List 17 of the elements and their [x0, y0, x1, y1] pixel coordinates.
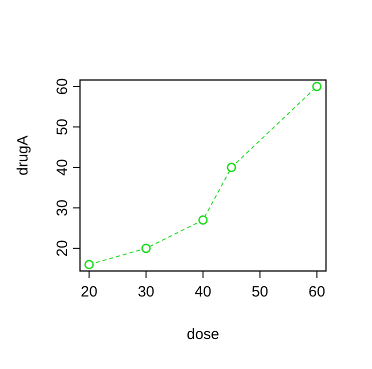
x-tick-label: 60 [308, 284, 326, 301]
x-axis-title: dose [186, 326, 220, 343]
point [84, 260, 94, 270]
y-tick-label: 30 [54, 200, 71, 216]
x-tick-label: 30 [138, 284, 154, 301]
y-tick-label: 60 [54, 78, 71, 95]
y-axis-title: drugA [14, 135, 32, 176]
point [226, 162, 236, 172]
x-tick-label: 50 [252, 284, 268, 301]
y-tick-label: 40 [54, 159, 71, 176]
y-tick-label: 20 [54, 240, 71, 257]
point [141, 244, 151, 254]
point [312, 82, 322, 92]
y-tick-label: 50 [54, 118, 71, 136]
point [198, 215, 208, 225]
x-tick-label: 20 [80, 284, 98, 301]
x-tick-label: 40 [194, 284, 212, 301]
